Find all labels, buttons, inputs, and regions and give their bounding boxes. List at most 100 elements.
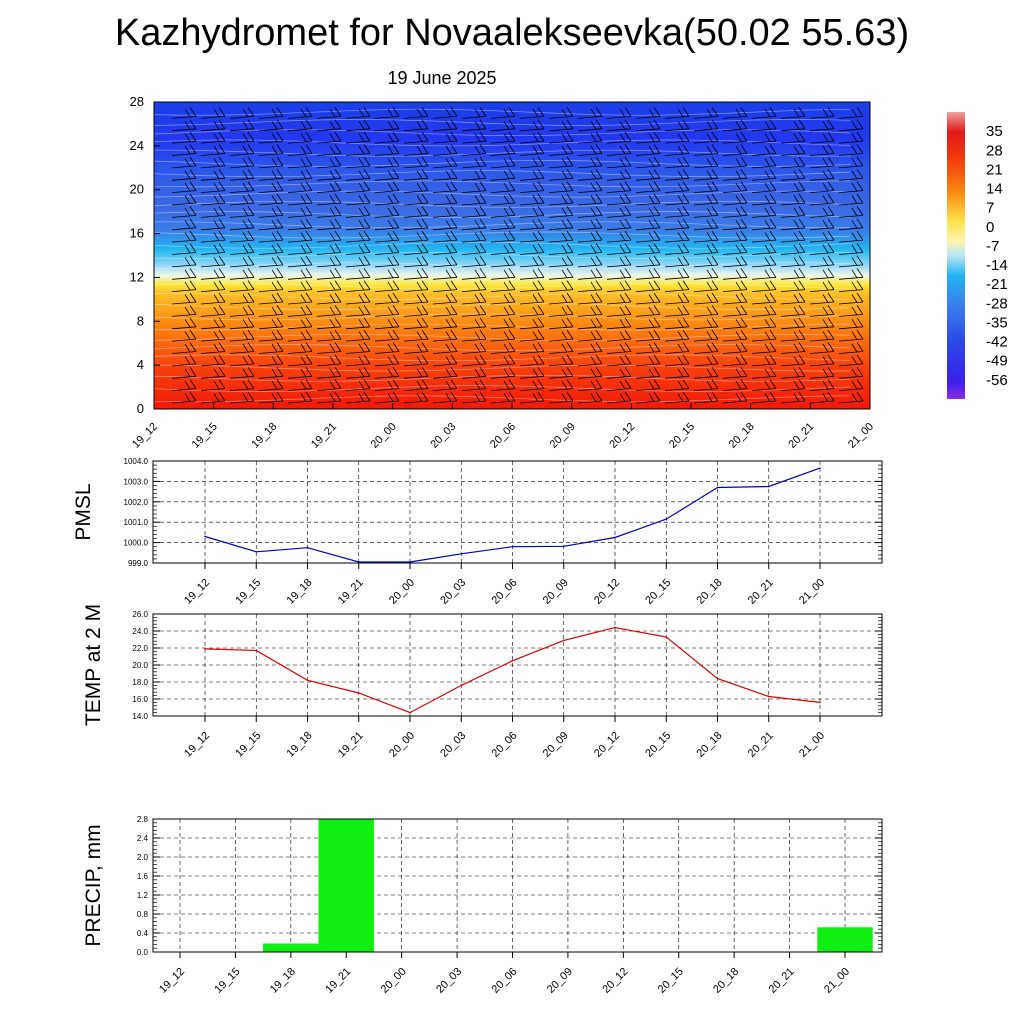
wind-barb — [751, 206, 777, 218]
wind-barb — [374, 206, 400, 218]
y-tick-label: 24.0 — [132, 627, 148, 636]
wind-barb — [461, 379, 487, 391]
wind-barb — [490, 144, 516, 156]
data-point — [819, 467, 821, 469]
x-tick-label: 20_09 — [541, 730, 571, 760]
wind-barb — [519, 379, 545, 391]
wind-barb — [258, 292, 284, 305]
wind-barb — [519, 367, 545, 379]
wind-barb — [374, 193, 400, 206]
wind-barb — [200, 280, 226, 292]
wind-barb — [519, 193, 545, 206]
wind-barb — [461, 206, 487, 218]
wind-barb — [751, 230, 777, 243]
wind-barb — [838, 181, 864, 193]
contour-line — [153, 149, 851, 157]
x-tick-label: 20_03 — [438, 577, 468, 607]
wind-barb — [664, 107, 690, 119]
wind-barb — [519, 119, 545, 132]
wind-barb — [606, 367, 632, 379]
x-tick-label: 19_18 — [285, 730, 315, 760]
wind-barb — [751, 391, 777, 404]
wind-barb — [519, 391, 545, 404]
wind-barb — [693, 169, 719, 181]
wind-barb — [780, 317, 806, 330]
colorbar-label: -28 — [986, 295, 1008, 312]
wind-barb — [722, 354, 748, 367]
data-point — [767, 485, 770, 488]
contour-line — [153, 364, 851, 372]
wind-barb — [519, 107, 545, 119]
wind-barb — [606, 193, 632, 206]
data-point — [716, 677, 719, 680]
x-tick-label: 20_12 — [600, 966, 630, 996]
wind-barb — [722, 329, 748, 342]
contour-line — [153, 231, 851, 239]
contour-line — [153, 129, 851, 137]
wind-barb — [200, 243, 226, 255]
wind-barb — [490, 280, 516, 292]
wind-barb — [171, 169, 197, 181]
wind-barb — [374, 181, 400, 193]
wind-barb — [229, 169, 255, 181]
wind-barb — [664, 379, 690, 391]
wind-barb — [432, 342, 458, 354]
wind-barb — [635, 156, 661, 169]
wind-barb — [780, 367, 806, 379]
wind-barb — [258, 169, 284, 181]
wind-barb — [751, 156, 777, 169]
wind-barb — [519, 169, 545, 181]
colorbar-label: -42 — [986, 334, 1008, 351]
wind-barb — [461, 131, 487, 144]
wind-barb — [490, 131, 516, 144]
wind-barb — [577, 292, 603, 305]
pmsl-panel: 999.0 1000.0 1001.0 1002.0 1003.0 1004.0 19_12… — [72, 457, 883, 607]
wind-barb — [374, 243, 400, 255]
x-tick-label: 20_03 — [434, 966, 464, 996]
y-tick-label: 999.0 — [128, 559, 149, 568]
colorbar-label: -49 — [986, 353, 1008, 370]
wind-barb — [403, 292, 429, 305]
wind-barb — [345, 268, 371, 280]
data-point — [357, 561, 360, 563]
wind-barb — [345, 144, 371, 156]
bar — [263, 943, 319, 952]
contour-line — [153, 108, 851, 116]
wind-barb — [229, 193, 255, 206]
wind-barb — [664, 206, 690, 218]
wind-barb — [635, 305, 661, 317]
x-tick-label: 19_21 — [336, 730, 366, 760]
wind-barb — [664, 354, 690, 367]
chart-date: 19 June 2025 — [387, 68, 497, 88]
wind-barb — [200, 169, 226, 181]
wind-barb — [751, 329, 777, 342]
wind-barb — [722, 193, 748, 206]
wind-barb — [577, 169, 603, 181]
colorbar-label: -56 — [986, 372, 1008, 389]
wind-barb — [780, 107, 806, 119]
wind-barb — [316, 255, 342, 268]
y-tick-label: 0 — [137, 401, 144, 416]
wind-barb — [780, 243, 806, 255]
wind-barb — [345, 107, 371, 119]
wind-barb — [809, 107, 835, 119]
wind-barb — [287, 144, 313, 156]
wind-barb — [838, 280, 864, 292]
wind-barb — [751, 367, 777, 379]
wind-barb — [403, 391, 429, 404]
wind-barb — [490, 342, 516, 354]
wind-barb — [548, 243, 574, 255]
wind-barb — [403, 181, 429, 193]
wind-barb — [809, 181, 835, 193]
wind-barb — [229, 329, 255, 342]
wind-barb — [258, 156, 284, 169]
wind-barb — [606, 156, 632, 169]
x-tick-label: 20_15 — [643, 730, 673, 760]
wind-barb — [432, 206, 458, 218]
wind-barb — [229, 243, 255, 255]
wind-barb — [403, 354, 429, 367]
wind-barb — [171, 230, 197, 243]
wind-barb — [664, 119, 690, 132]
wind-barb — [258, 107, 284, 119]
